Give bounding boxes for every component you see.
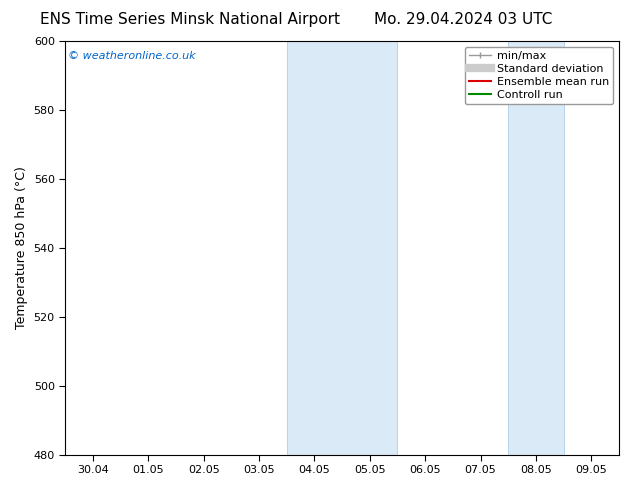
Text: © weatheronline.co.uk: © weatheronline.co.uk xyxy=(68,51,196,61)
Y-axis label: Temperature 850 hPa (°C): Temperature 850 hPa (°C) xyxy=(15,167,28,329)
Bar xyxy=(508,41,564,455)
Text: ENS Time Series Minsk National Airport: ENS Time Series Minsk National Airport xyxy=(40,12,340,27)
Legend: min/max, Standard deviation, Ensemble mean run, Controll run: min/max, Standard deviation, Ensemble me… xyxy=(465,47,614,104)
Text: Mo. 29.04.2024 03 UTC: Mo. 29.04.2024 03 UTC xyxy=(373,12,552,27)
Bar xyxy=(287,41,398,455)
